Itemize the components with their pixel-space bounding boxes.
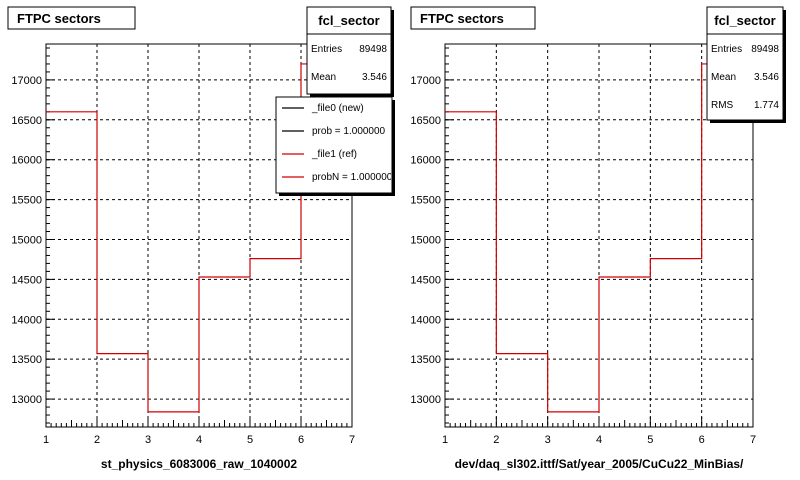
legend-entry: _file1 (ref) [311, 149, 357, 160]
stats-value: 89498 [751, 44, 779, 55]
y-tick-label: 16000 [11, 155, 42, 167]
stats-label: Entries [311, 44, 342, 55]
stats-label: Entries [711, 44, 742, 55]
stats-label: Mean [311, 72, 336, 83]
legend-entry: prob = 1.000000 [312, 126, 386, 137]
y-tick-label: 14000 [11, 314, 42, 326]
stats-box [306, 6, 392, 95]
legend-entry: _file0 (new) [311, 103, 364, 114]
y-tick-label: 17000 [11, 75, 42, 87]
chart-title: FTPC sectors [17, 11, 101, 26]
x-tick-label: 2 [94, 434, 100, 446]
y-tick-label: 16500 [410, 115, 441, 127]
x-axis-label: dev/daq_sl302.ittf/Sat/year_2005/CuCu22_… [455, 457, 744, 471]
x-tick-label: 4 [596, 434, 602, 446]
x-tick-label: 1 [43, 434, 49, 446]
stats-title: fcl_sector [714, 13, 775, 28]
stats-value: 3.546 [362, 72, 387, 83]
y-tick-label: 15000 [11, 234, 42, 246]
stats-title: fcl_sector [318, 13, 379, 28]
y-tick-label: 13500 [410, 354, 441, 366]
x-tick-label: 7 [349, 434, 355, 446]
y-tick-label: 14500 [11, 274, 42, 286]
histogram-panel-1: 1 2 3 4 5 6 7 13000 13500 14000 14500 15000 15500 160… [7, 6, 395, 471]
stats-box [706, 6, 784, 121]
stats-label: RMS [711, 100, 734, 111]
x-tick-label: 1 [442, 434, 448, 446]
title-box [410, 6, 536, 30]
histogram-panel-2: 1 2 3 4 5 6 7 13000 13500 14000 14500 15000 15500 160… [410, 6, 786, 471]
y-tick-label: 14000 [410, 314, 441, 326]
y-tick-label: 13500 [11, 354, 42, 366]
x-tick-label: 5 [247, 434, 253, 446]
x-tick-label: 6 [699, 434, 705, 446]
stats-value: 1.774 [754, 100, 779, 111]
x-axis-label: st_physics_6083006_raw_1040002 [101, 457, 297, 471]
y-tick-label: 16000 [410, 155, 441, 167]
histogram-series-line [445, 63, 753, 413]
y-tick-label: 13000 [11, 394, 42, 406]
y-tick-label: 16500 [11, 115, 42, 127]
x-tick-label: 5 [647, 434, 653, 446]
y-tick-label: 15500 [11, 195, 42, 207]
stats-value: 89498 [359, 44, 387, 55]
title-box [7, 6, 136, 30]
x-tick-label: 6 [298, 434, 304, 446]
x-tick-label: 2 [493, 434, 499, 446]
stats-label: Mean [711, 72, 736, 83]
x-tick-label: 7 [750, 434, 756, 446]
y-tick-label: 13000 [410, 394, 441, 406]
legend-entry: probN = 1.000000 [312, 172, 393, 183]
y-tick-label: 14500 [410, 274, 441, 286]
y-tick-label: 17000 [410, 75, 441, 87]
x-tick-label: 3 [145, 434, 151, 446]
stats-value: 3.546 [754, 72, 779, 83]
legend: _file0 (new) prob = 1.000000 _file1 (ref) p… [282, 103, 393, 183]
y-tick-label: 15500 [410, 195, 441, 207]
chart-title: FTPC sectors [420, 11, 504, 26]
y-tick-label: 15000 [410, 234, 441, 246]
x-tick-label: 3 [545, 434, 551, 446]
x-tick-label: 4 [196, 434, 202, 446]
histogram-series-line [46, 63, 352, 413]
